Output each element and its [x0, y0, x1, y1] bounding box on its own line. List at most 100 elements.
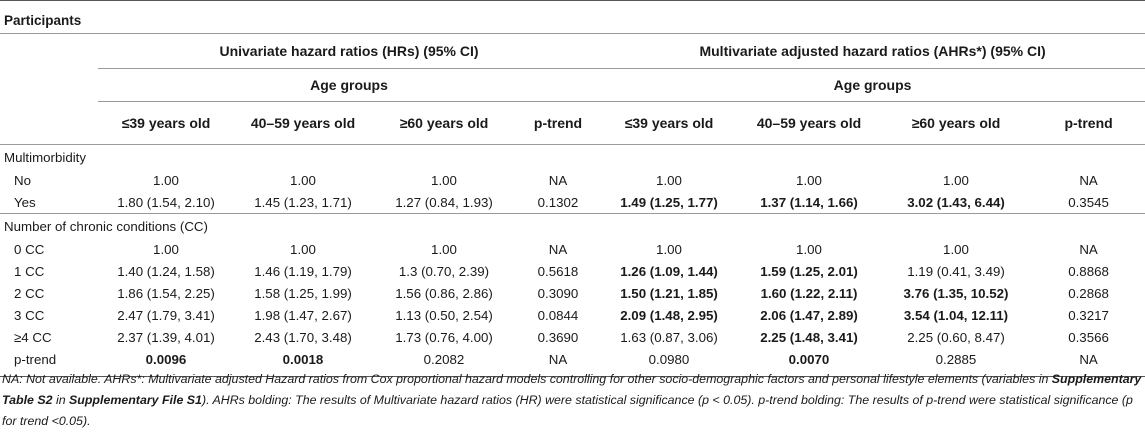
footnote-supplementary-table: Supplementary Table S2 — [2, 372, 1142, 407]
table-cell: 0.2885 — [935, 351, 977, 367]
table-footnote: NA: Not available. AHRs*: Multivariate a… — [2, 369, 1142, 432]
table-cell: 1.13 (0.50, 2.54) — [395, 307, 493, 323]
table-row: 2 CC 1.86 (1.54, 2.25) 1.58 (1.25, 1.99) 1.… — [0, 282, 1145, 304]
footnote-supplementary-file: Supplementary File S1 — [69, 393, 202, 407]
table-cell: 1.63 (0.87, 3.06) — [620, 329, 718, 345]
table-row: No 1.00 1.00 1.00 NA 1.00 1.00 1.00 NA — [0, 169, 1145, 191]
table-cell: 1.00 — [290, 241, 316, 257]
table-cell: 0.0844 — [537, 307, 579, 323]
column-header: ≤39 years old — [624, 115, 714, 131]
table-cell: 1.86 (1.54, 2.25) — [117, 285, 215, 301]
table-cell: 1.00 — [290, 172, 316, 188]
table-cell: NA — [548, 351, 568, 367]
table-cell: 1.49 (1.25, 1.77) — [620, 194, 718, 210]
table-cell: 2.25 (0.60, 8.47) — [907, 329, 1005, 345]
row-label: 0 CC — [14, 241, 45, 257]
table-cell: 1.98 (1.47, 2.67) — [254, 307, 352, 323]
table-row: Yes 1.80 (1.54, 2.10) 1.45 (1.23, 1.71) 1.2… — [0, 191, 1145, 214]
table-cell: 1.58 (1.25, 1.99) — [254, 285, 352, 301]
age-groups-header-univariate: Age groups — [98, 68, 600, 102]
footnote-text: ). AHRs bolding: The results of Multivar… — [2, 393, 1133, 428]
row-label: 2 CC — [14, 285, 45, 301]
table-cell: 0.3545 — [1068, 194, 1109, 210]
table-cell: 1.00 — [796, 172, 822, 188]
table-cell: 1.00 — [796, 241, 822, 257]
header-blank — [0, 69, 98, 102]
table-row: ≥4 CC 2.37 (1.39, 4.01) 2.43 (1.70, 3.48) 1… — [0, 326, 1145, 348]
column-header: ≤39 years old — [121, 115, 211, 131]
table-cell: NA — [548, 241, 568, 257]
table-cell: 0.0980 — [648, 351, 690, 367]
top-rule — [0, 0, 1145, 7]
table-cell: 0.3566 — [1068, 329, 1109, 345]
table-row: p-trend 0.0096 0.0018 0.2082 NA 0.0980 0.0070 0… — [0, 348, 1145, 370]
table-cell: 1.00 — [153, 241, 179, 257]
table-cell: 2.06 (1.47, 2.89) — [760, 307, 858, 323]
univariate-header: Univariate hazard ratios (HRs) (95% CI) — [98, 33, 600, 69]
table-cell: 1.19 (0.41, 3.49) — [907, 263, 1005, 279]
row-label: Yes — [14, 194, 36, 210]
table-cell: 0.8868 — [1068, 263, 1109, 279]
table-cell: NA — [548, 172, 568, 188]
table-cell: 1.00 — [943, 241, 969, 257]
table-cell: 0.3090 — [537, 285, 579, 301]
column-header: ≥60 years old — [911, 115, 1001, 131]
table-cell: 1.26 (1.09, 1.44) — [620, 263, 718, 279]
table-cell: 1.40 (1.24, 1.58) — [117, 263, 215, 279]
table-cell: 1.27 (0.84, 1.93) — [395, 194, 493, 210]
table-cell: 1.00 — [431, 172, 457, 188]
table-cell: 1.59 (1.25, 2.01) — [760, 263, 858, 279]
table-row: 3 CC 2.47 (1.79, 3.41) 1.98 (1.47, 2.67) 1.… — [0, 304, 1145, 326]
multivariate-header: Multivariate adjusted hazard ratios (AHR… — [600, 33, 1145, 69]
row-label: 3 CC — [14, 307, 45, 323]
table-cell: 1.80 (1.54, 2.10) — [117, 194, 215, 210]
table-cell: 0.3690 — [537, 329, 579, 345]
column-header: p-trend — [1064, 115, 1113, 131]
table-cell: 1.00 — [656, 241, 682, 257]
table-cell: 1.3 (0.70, 2.39) — [398, 263, 490, 279]
table-cell: 2.25 (1.48, 3.41) — [760, 329, 858, 345]
column-header: ≥60 years old — [399, 115, 489, 131]
table-cell: 2.09 (1.48, 2.95) — [620, 307, 718, 323]
table-cell: 0.0096 — [145, 351, 187, 367]
column-header: 40–59 years old — [756, 115, 862, 131]
table-cell: 1.37 (1.14, 1.66) — [760, 194, 858, 210]
table-cell: 2.47 (1.79, 3.41) — [117, 307, 215, 323]
section-title: Participants — [4, 12, 82, 28]
footnote-text: in — [52, 393, 70, 407]
table-cell: 1.56 (0.86, 2.86) — [395, 285, 493, 301]
table-cell: 1.00 — [153, 172, 179, 188]
table-cell: NA — [1079, 241, 1098, 257]
table-cell: NA — [1079, 172, 1098, 188]
table-row: 0 CC 1.00 1.00 1.00 NA 1.00 1.00 1.00 NA — [0, 238, 1145, 260]
table-cell: 0.5618 — [537, 263, 579, 279]
row-label: No — [14, 172, 31, 188]
table-cell: 1.73 (0.76, 4.00) — [395, 329, 493, 345]
table-cell: 1.45 (1.23, 1.71) — [254, 194, 352, 210]
header-blank — [0, 33, 98, 69]
table-cell: 0.0018 — [282, 351, 324, 367]
footnote-text: NA: Not available. AHRs*: Multivariate a… — [2, 372, 1052, 386]
table-cell: 1.50 (1.21, 1.85) — [620, 285, 718, 301]
table-cell: 0.3217 — [1068, 307, 1109, 323]
table-cell: 0.2082 — [423, 351, 465, 367]
table-cell: 1.60 (1.22, 2.11) — [760, 285, 858, 301]
table-cell: 0.1302 — [537, 194, 579, 210]
row-label: 1 CC — [14, 263, 45, 279]
table-cell: 2.43 (1.70, 3.48) — [254, 329, 352, 345]
column-header: p-trend — [533, 115, 583, 131]
table-cell: 0.2868 — [1068, 285, 1109, 301]
table-cell: 3.76 (1.35, 10.52) — [903, 285, 1009, 301]
bottom-rule — [0, 370, 1145, 377]
table-row: 1 CC 1.40 (1.24, 1.58) 1.46 (1.19, 1.79) 1.… — [0, 260, 1145, 282]
table-cell: 1.00 — [943, 172, 969, 188]
section-header: Number of chronic conditions (CC) — [0, 213, 1145, 238]
row-label: ≥4 CC — [14, 329, 52, 345]
section-header: Multimorbidity — [0, 144, 1145, 169]
table-cell: 1.46 (1.19, 1.79) — [254, 263, 352, 279]
table-cell: 0.0070 — [788, 351, 830, 367]
table-cell: NA — [1079, 351, 1098, 367]
table-cell: 3.02 (1.43, 6.44) — [907, 194, 1005, 210]
row-label: p-trend — [14, 351, 57, 367]
